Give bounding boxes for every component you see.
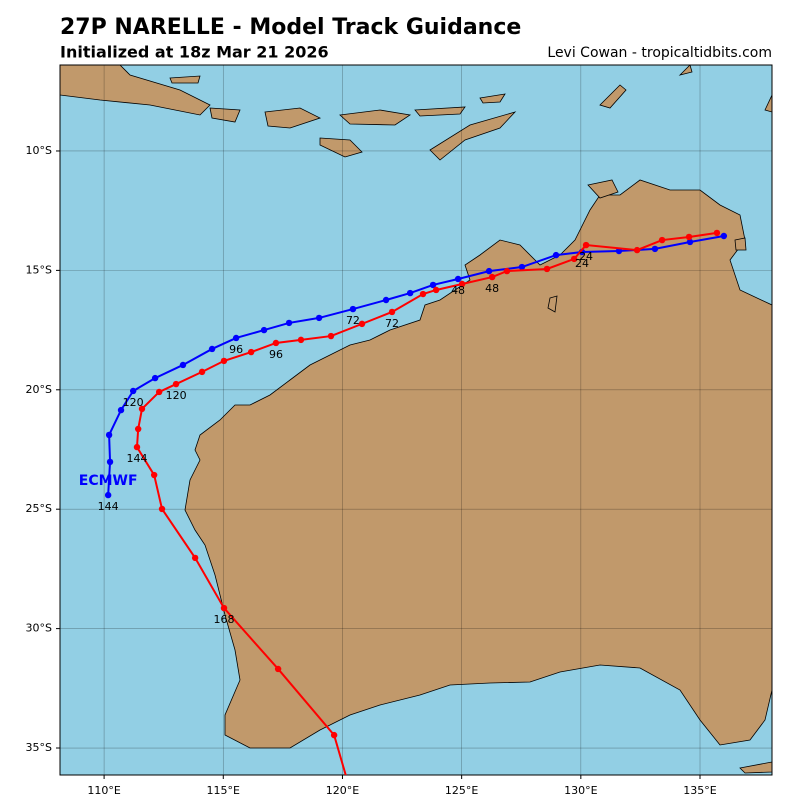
track-point [158,505,166,513]
track-point [297,336,305,344]
track-point [382,296,390,304]
track-point [543,265,551,273]
track-point [151,374,159,382]
y-tick-label: 25°S [26,502,52,515]
track-point [105,431,113,439]
labels: 110°E 115°E 120°E 125°E 130°E 135°E 10°S 15°S 20… [26,144,717,797]
track-point [503,267,511,275]
track-point [272,339,280,347]
forecast-hour-label: 168 [213,613,234,626]
track-point [134,425,142,433]
credit: Levi Cowan - tropicaltidbits.com [547,45,772,61]
track-point [150,471,158,479]
forecast-hour-label: 144 [98,500,119,513]
track-point [285,319,293,327]
track-point [274,665,282,673]
x-tick-label: 110°E [87,784,120,797]
tracks [104,229,728,775]
track-point [458,280,466,288]
track-point [117,406,125,414]
track-point [220,604,228,612]
track-point [552,251,560,259]
track-point [104,491,112,499]
model-name: ECMWF [79,473,138,489]
track-point [685,233,693,241]
track-point [358,320,366,328]
forecast-hour-label: 48 [451,284,465,297]
track-point [155,388,163,396]
y-tick-label: 15°S [26,263,52,276]
track-point [686,238,694,246]
forecast-hour-label: 120 [123,396,144,409]
y-tick-label: 30°S [26,622,52,635]
track-point [247,348,255,356]
track-point [485,267,493,275]
title: 27P NARELLE - Model Track Guidance [60,15,521,40]
x-tick-label: 125°E [445,784,478,797]
track-point [651,245,659,253]
forecast-hour-label: 24 [579,250,593,263]
track-point [582,241,590,249]
track-point [349,305,357,313]
track-point [713,229,721,237]
forecast-hour-label: 144 [126,452,147,465]
x-tick-label: 130°E [564,784,597,797]
track-point [220,357,228,365]
track-point [179,361,187,369]
forecast-hour-label: 72 [385,317,399,330]
forecast-hour-label: 72 [346,314,360,327]
track-point [658,236,666,244]
y-tick-label: 20°S [26,383,52,396]
grid [56,65,772,779]
track-point [633,246,641,254]
forecast-hour-label: 120 [166,389,187,402]
forecast-hour-label: 96 [229,343,243,356]
forecast-hour-label: 48 [485,282,499,295]
x-tick-label: 115°E [207,784,240,797]
track-point [315,314,323,322]
track-point [720,232,728,240]
track-point [133,443,141,451]
track-point [488,273,496,281]
track-point [406,289,414,297]
track-point [232,334,240,342]
track-point [429,281,437,289]
track-point [454,275,462,283]
track-point [388,308,396,316]
track-point [138,405,146,413]
x-tick-label: 120°E [326,784,359,797]
x-tick-label: 135°E [683,784,716,797]
track-point [330,731,338,739]
track-point [208,345,216,353]
land [60,65,772,774]
track-point [518,263,526,271]
track-point [129,387,137,395]
track-point [191,554,199,562]
track-point [419,290,427,298]
subtitle: Initialized at 18z Mar 21 2026 [60,43,329,62]
track-point [172,380,180,388]
track-point [106,458,114,466]
y-tick-label: 10°S [26,144,52,157]
y-tick-label: 35°S [26,741,52,754]
forecast-hour-label: 96 [269,348,283,361]
track-line [135,231,718,775]
plot-frame [59,64,773,776]
track-point [570,255,578,263]
track-point [327,332,335,340]
track-point [260,326,268,334]
forecast-hour-label: 24 [575,257,589,270]
track-point [432,286,440,294]
track-point [198,368,206,376]
